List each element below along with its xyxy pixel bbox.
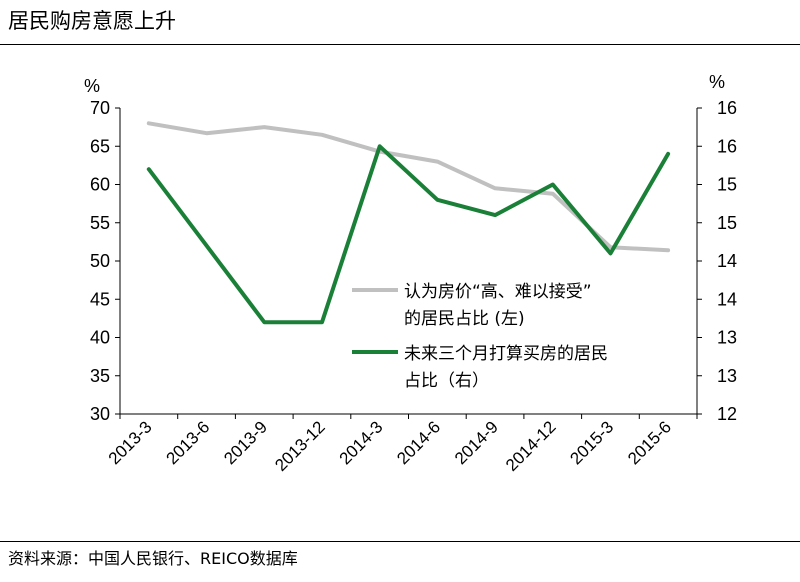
line-chart: 30 35 40 45 50 55 60 65 70% 12 13 13 14 14 15 15 16 16% 20… — [84, 72, 737, 475]
right-tick-label: 14 — [717, 251, 737, 271]
left-tick-label: 40 — [90, 328, 110, 348]
x-tick-label: 2014-6 — [393, 417, 444, 468]
left-axis-unit: % — [84, 76, 100, 96]
x-tick-label: 2013-12 — [271, 417, 329, 475]
x-tick-label: 2013-6 — [163, 417, 214, 468]
legend-label: 的居民占比 (左) — [404, 309, 525, 329]
right-tick-label: 13 — [717, 366, 737, 386]
right-tick-label: 15 — [717, 175, 737, 195]
left-tick-label: 60 — [90, 175, 110, 195]
right-tick-label: 15 — [717, 213, 737, 233]
legend-label: 未来三个月打算买房的居民 — [404, 344, 608, 364]
footer-divider — [0, 541, 800, 542]
right-axis-unit: % — [709, 72, 725, 92]
left-tick-label: 45 — [90, 289, 110, 309]
x-tick-label: 2014-12 — [502, 417, 560, 475]
left-tick-label: 65 — [90, 136, 110, 156]
x-tick-label: 2015-3 — [566, 417, 617, 468]
page-title: 居民购房意愿上升 — [8, 9, 176, 33]
right-tick-label: 16 — [717, 136, 737, 156]
right-tick-label: 16 — [717, 98, 737, 118]
left-tick-label: 35 — [90, 366, 110, 386]
title-divider — [0, 44, 800, 45]
right-tick-label: 12 — [717, 404, 737, 424]
right-tick-label: 14 — [717, 289, 737, 309]
left-tick-label: 30 — [90, 404, 110, 424]
x-tick-label: 2014-9 — [451, 417, 502, 468]
x-tick-label: 2014-3 — [336, 417, 387, 468]
right-tick-label: 13 — [717, 328, 737, 348]
series-line-buy-intent — [146, 144, 671, 325]
left-tick-label: 50 — [90, 251, 110, 271]
source-note: 资料来源：中国人民银行、REICO数据库 — [8, 549, 298, 568]
legend-label: 认为房价“高、难以接受” — [404, 282, 592, 302]
x-tick-label: 2013-3 — [105, 417, 156, 468]
x-tick-label: 2015-6 — [624, 417, 675, 468]
left-tick-label: 55 — [90, 213, 110, 233]
legend-label: 占比（右） — [404, 371, 489, 391]
x-tick-label: 2013-9 — [220, 417, 271, 468]
left-tick-label: 70 — [90, 98, 110, 118]
